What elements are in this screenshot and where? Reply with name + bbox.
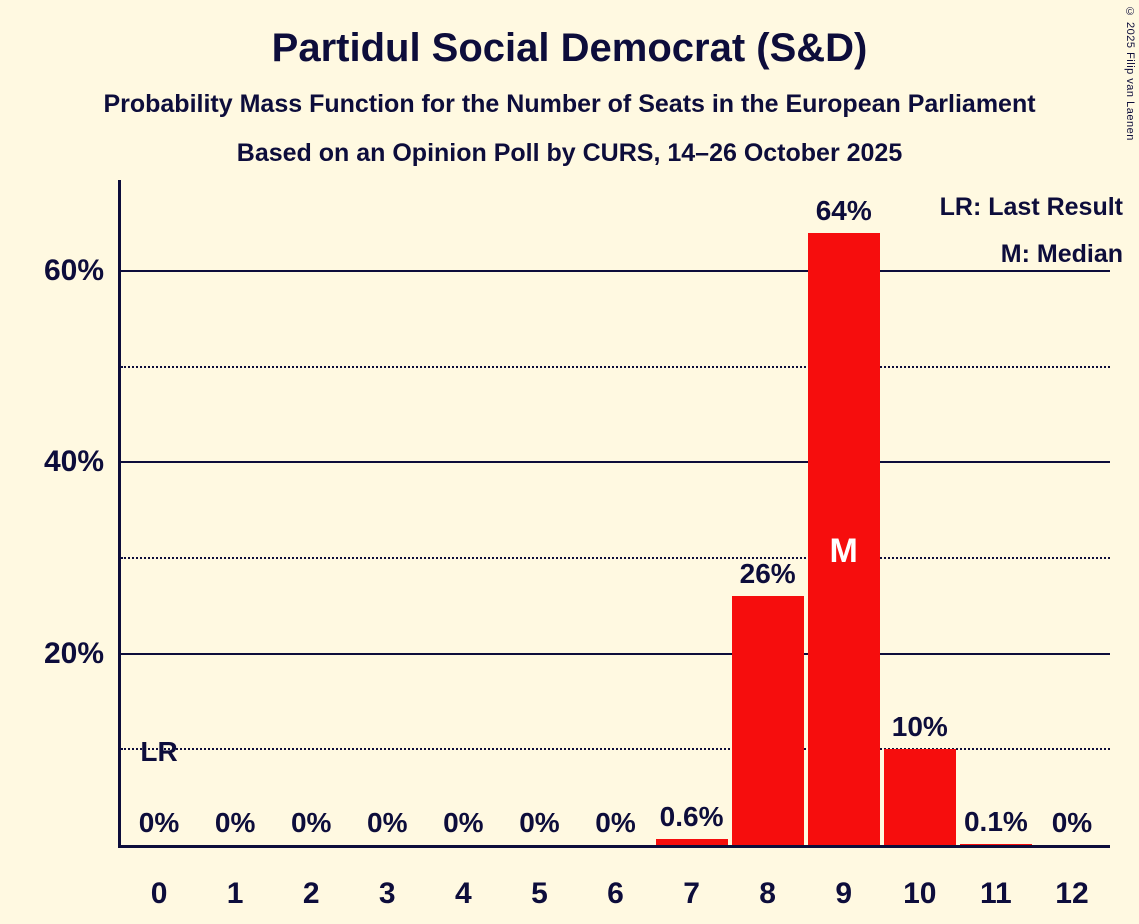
copyright-notice: © 2025 Filip van Laenen — [1124, 6, 1136, 141]
bar-value-label: 26% — [739, 558, 796, 590]
gridline-dotted — [121, 556, 1110, 559]
x-axis-tick-label: 2 — [302, 877, 320, 910]
bar-value-label: 0.1% — [963, 806, 1028, 838]
y-axis-labels: 20% 40% 60% — [0, 180, 104, 845]
chart-title: Partidul Social Democrat (S&D) — [271, 26, 868, 70]
y-axis-tick-label: 20% — [43, 636, 104, 670]
y-axis-tick-label: 60% — [43, 253, 104, 287]
bar — [807, 232, 880, 845]
gridline-solid — [121, 269, 1110, 272]
bar-value-label: 0% — [367, 807, 408, 838]
bar-value-label: 10% — [891, 711, 948, 743]
x-axis-tick-label: 4 — [455, 877, 472, 910]
x-axis-tick-label: 6 — [607, 877, 624, 910]
gridline-solid — [121, 652, 1110, 655]
bar-value-label: 0% — [595, 807, 636, 838]
chart-legend: LR: Last Result M: Median — [940, 184, 1123, 278]
bar-value-label: 0% — [138, 807, 180, 838]
bar — [959, 844, 1032, 845]
x-axis-tick-label: 8 — [759, 877, 776, 910]
bar-value-label: 0% — [443, 807, 484, 838]
bar — [883, 749, 956, 845]
gridline-solid — [121, 461, 1110, 464]
bar-value-label: 0% — [1051, 807, 1093, 838]
bar — [731, 596, 804, 845]
x-axis-tick-label: 0 — [150, 877, 168, 910]
x-axis-tick-label: 12 — [1055, 877, 1089, 910]
chart-subtitle-1: Probability Mass Function for the Number… — [103, 90, 1036, 118]
gridline-dotted — [121, 365, 1110, 368]
plot-area: 0% LR 0% 0% 0% 0% 0% 0% 0.6% 26% 64% M 10% 0.1% 0% — [118, 180, 1110, 848]
bar-value-label: 64% — [815, 194, 872, 226]
x-axis-tick-label: 9 — [835, 877, 853, 910]
bar — [655, 839, 728, 845]
median-marker: M — [829, 532, 858, 571]
y-axis-tick-label: 40% — [43, 445, 104, 479]
x-axis-labels: 0 1 2 3 4 5 6 7 8 9 10 11 12 — [121, 851, 1110, 921]
last-result-marker: LR — [140, 736, 178, 768]
x-axis-tick-label: 5 — [531, 877, 548, 910]
bar-value-label: 0% — [290, 807, 332, 838]
legend-last-result: LR: Last Result — [939, 193, 1123, 221]
x-axis-tick-label: 11 — [980, 877, 1012, 910]
chart-subtitle-2: Based on an Opinion Poll by CURS, 14–26 … — [236, 139, 903, 167]
x-axis-tick-label: 10 — [903, 877, 937, 910]
gridline-dotted — [121, 748, 1110, 751]
x-axis-tick-label: 7 — [683, 877, 700, 910]
x-axis-tick-label: 3 — [378, 877, 396, 910]
x-axis-tick-label: 1 — [226, 877, 244, 910]
bar-value-label: 0% — [519, 807, 560, 838]
legend-median: M: Median — [1000, 240, 1123, 268]
bar-value-label: 0% — [214, 807, 256, 838]
bar-value-label: 0.6% — [659, 801, 724, 833]
